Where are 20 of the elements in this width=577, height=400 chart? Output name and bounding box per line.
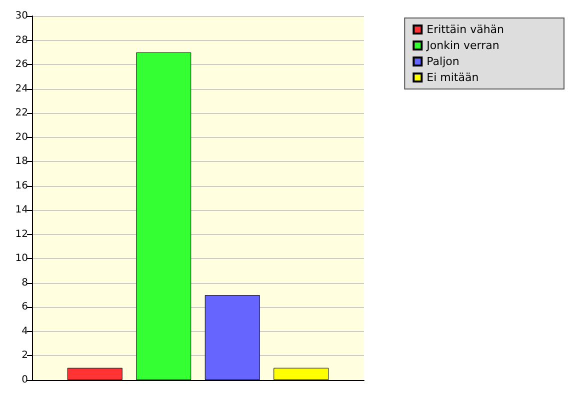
- legend-label: Paljon: [426, 55, 460, 68]
- y-tick-label: 10: [15, 253, 28, 264]
- legend-label: Ei mitään: [426, 71, 479, 84]
- y-tick-label: 20: [15, 132, 28, 143]
- legend-label: Erittäin vähän: [426, 23, 504, 36]
- y-tick-label: 2: [22, 350, 28, 362]
- y-tick-label: 14: [15, 204, 28, 216]
- y-tick-label: 22: [15, 108, 28, 119]
- y-tick-label: 24: [15, 83, 28, 94]
- y-tick-label: 4: [22, 326, 28, 337]
- y-tick-label: 30: [15, 10, 28, 22]
- y-tick-label: 18: [15, 156, 28, 168]
- y-tick-label: 0: [22, 374, 28, 386]
- y-tick-label: 6: [22, 302, 28, 313]
- y-tick-label: 8: [22, 277, 28, 288]
- y-tick-label: 16: [15, 180, 28, 192]
- legend-label: Jonkin verran: [426, 39, 500, 52]
- y-tick-label: 26: [15, 59, 28, 70]
- y-tick-label: 12: [15, 228, 28, 240]
- y-tick-label: 28: [15, 34, 28, 46]
